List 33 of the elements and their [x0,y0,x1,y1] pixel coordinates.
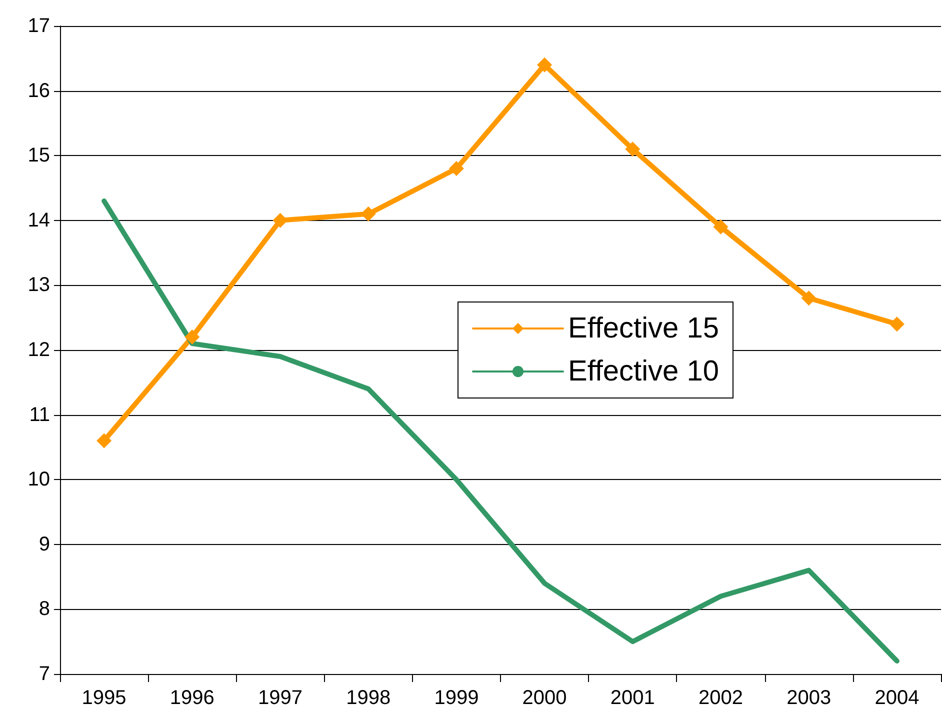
y-tick-label: 14 [28,209,50,232]
legend-label: Effective 10 [568,356,720,388]
x-tick-label: 2001 [610,687,655,709]
x-tick-label: 2004 [874,687,920,709]
point [448,161,464,176]
y-tick-label: 13 [28,274,50,296]
point [184,330,200,345]
x-tick-label: 1997 [258,687,302,709]
y-tick-label: 11 [29,404,50,426]
y-tick-label: 10 [28,468,50,491]
y-tick-label: 15 [28,144,50,167]
y-tick-label: 7 [38,663,50,685]
x-tick-label: 2002 [698,687,743,709]
y-tick-label: 16 [28,80,50,102]
y-tick-label: 8 [38,598,50,620]
point [801,290,816,306]
y-tick-label: 12 [28,339,50,361]
x-tick-label: 1995 [82,687,126,709]
x-tick-label: 1996 [170,687,214,709]
point [625,142,640,157]
x-tick-label: 1999 [434,687,479,709]
point [889,316,904,332]
point [713,219,728,234]
x-tick-label: 2000 [522,687,567,709]
x-tick-label: 2003 [786,687,832,709]
point [272,212,288,228]
x-tick-label: 1998 [346,687,391,709]
y-tick-label: 9 [38,533,50,556]
point [96,433,112,448]
point [360,206,376,222]
legend-label: Effective 15 [568,312,720,344]
y-tick-label: 17 [28,15,50,37]
point [537,57,552,72]
